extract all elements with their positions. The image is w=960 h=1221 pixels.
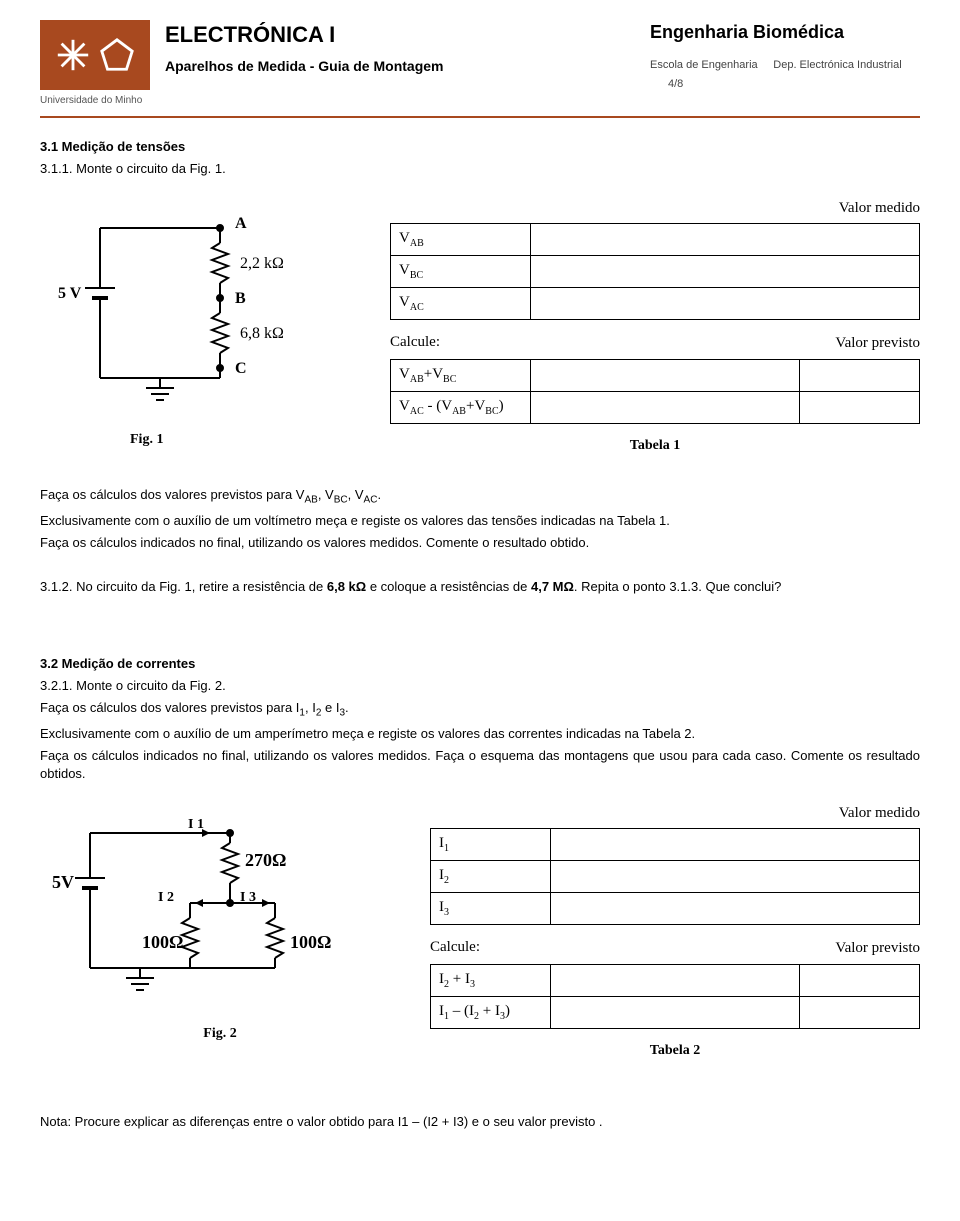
c1-nodeB: B (235, 290, 246, 307)
university-name: Universidade do Minho (40, 94, 165, 108)
note: Nota: Procure explicar as diferenças ent… (40, 1113, 920, 1131)
header-right: Engenharia Biomédica Escola de Engenhari… (630, 20, 920, 92)
table-row: I1 – (I2 + I3) (431, 997, 920, 1029)
c1-r1: 2,2 kΩ (240, 255, 284, 272)
fig2-caption: Fig. 2 (40, 1024, 400, 1044)
c1-nodeC: C (235, 360, 247, 377)
table2-caption: Tabela 2 (430, 1041, 920, 1061)
table-1-measured: VAB VBC VAC (390, 223, 920, 320)
t1-calc-label: Calcule: (390, 332, 448, 359)
t2-calc-label: Calcule: (430, 937, 488, 964)
program-title: Engenharia Biomédica (650, 20, 920, 45)
figure-2-area: 5V I 1 270Ω I 2 I 3 100Ω 100Ω Fig. 2 Val… (40, 803, 920, 1061)
table-2-calc: I2 + I3 I1 – (I2 + I3) (430, 964, 920, 1029)
pentagon-icon (98, 36, 136, 74)
course-subtitle: Aparelhos de Medida - Guia de Montagem (165, 57, 630, 77)
c2-r2: 100Ω (142, 932, 183, 952)
fig1-caption: Fig. 1 (130, 430, 360, 450)
table-row: I3 (431, 893, 920, 925)
p-31-excl: Exclusivamente com o auxílio de um voltí… (40, 512, 920, 530)
school-name: Escola de Engenharia (650, 59, 758, 71)
c1-voltage: 5 V (58, 285, 82, 302)
section-3-2-heading: 3.2 Medição de correntes (40, 655, 920, 673)
header-center: ELECTRÓNICA I Aparelhos de Medida - Guia… (165, 20, 630, 76)
table-1-box: Valor medido VAB VBC VAC Calcule: Valor … (390, 198, 920, 456)
table-row: VBC (391, 256, 920, 288)
circuit-2-svg: 5V I 1 270Ω I 2 I 3 100Ω 100Ω (40, 803, 390, 1013)
table-2-measured: I1 I2 I3 (430, 828, 920, 925)
table-row: VAB+VBC (391, 360, 920, 392)
circuit-2: 5V I 1 270Ω I 2 I 3 100Ω 100Ω Fig. 2 (40, 803, 400, 1044)
table-row: I2 + I3 (431, 965, 920, 997)
step-3-2-1: 3.2.1. Monte o circuito da Fig. 2. (40, 677, 920, 695)
circuit-1: 5 V A 2,2 kΩ B 6,8 kΩ C Fig. 1 (40, 198, 360, 449)
page-number: 4/8 (668, 78, 683, 90)
table-row: VAC (391, 288, 920, 320)
page-header: Universidade do Minho ELECTRÓNICA I Apar… (40, 20, 920, 118)
c2-voltage: 5V (52, 872, 74, 892)
university-logo (40, 20, 150, 90)
figure-1-area: 5 V A 2,2 kΩ B 6,8 kΩ C Fig. 1 Valor med… (40, 198, 920, 456)
step-3-1-1: 3.1.1. Monte o circuito da Fig. 1. (40, 160, 920, 178)
table-2-box: Valor medido I1 I2 I3 Calcule: Valor pre… (430, 803, 920, 1061)
table-1-calc: VAB+VBC VAC - (VAB+VBC) (390, 359, 920, 424)
course-title: ELECTRÓNICA I (165, 20, 630, 51)
c1-nodeA: A (235, 215, 247, 232)
p-32-excl: Exclusivamente com o auxílio de um amper… (40, 725, 920, 743)
table1-caption: Tabela 1 (390, 436, 920, 456)
t1-measured-header: Valor medido (390, 198, 920, 223)
table-row: I2 (431, 861, 920, 893)
c2-i2: I 2 (158, 890, 174, 905)
circuit-1-svg: 5 V A 2,2 kΩ B 6,8 kΩ C (40, 198, 340, 418)
table-row: VAC - (VAB+VBC) (391, 392, 920, 424)
t2-measured-header: Valor medido (430, 803, 920, 828)
header-logo-col: Universidade do Minho (40, 20, 165, 108)
c2-r1: 270Ω (245, 850, 286, 870)
dept-name: Dep. Electrónica Industrial (773, 59, 901, 71)
p-32-final: Faça os cálculos indicados no final, uti… (40, 747, 920, 783)
c2-i1: I 1 (188, 817, 204, 832)
p-312: 3.1.2. No circuito da Fig. 1, retire a r… (40, 578, 920, 596)
c1-r2: 6,8 kΩ (240, 325, 284, 342)
c2-i3: I 3 (240, 890, 256, 905)
p-31-final: Faça os cálculos indicados no final, uti… (40, 534, 920, 552)
p-31-calc: Faça os cálculos dos valores previstos p… (40, 486, 920, 508)
t1-expected-header: Valor previsto (448, 333, 920, 358)
table-row: I1 (431, 829, 920, 861)
p-32-calc: Faça os cálculos dos valores previstos p… (40, 699, 920, 721)
c2-r3: 100Ω (290, 932, 331, 952)
t2-expected-header: Valor previsto (488, 938, 920, 963)
star-icon (54, 36, 92, 74)
section-3-1-heading: 3.1 Medição de tensões (40, 138, 920, 156)
table-row: VAB (391, 224, 920, 256)
